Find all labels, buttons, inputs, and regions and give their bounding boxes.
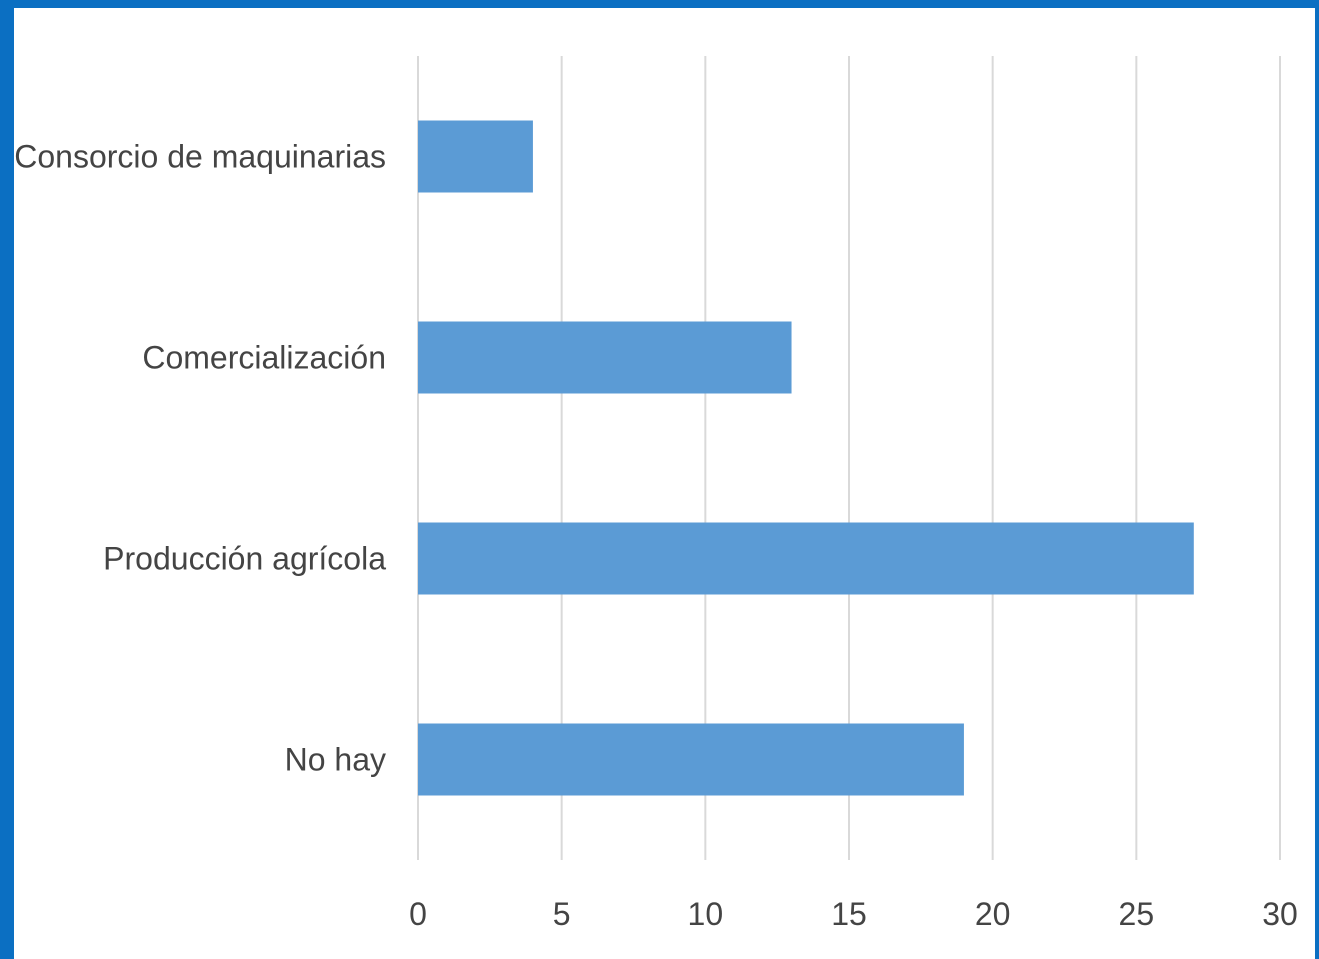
category-label: Producción agrícola: [103, 541, 386, 577]
x-tick-label: 30: [1262, 896, 1298, 932]
x-tick-label: 5: [553, 896, 571, 932]
x-tick-label: 10: [688, 896, 724, 932]
x-tick-label: 20: [975, 896, 1011, 932]
bar-1: [418, 321, 792, 394]
bar-3: [418, 723, 964, 796]
category-label: Comercialización: [142, 340, 386, 376]
x-tick-label: 25: [1119, 896, 1155, 932]
category-label: Consorcio de maquinarias: [14, 139, 386, 175]
bar-2: [418, 522, 1194, 595]
x-tick-label: 0: [409, 896, 427, 932]
x-axis-ticks: 0 5 10 15 20 25 30: [409, 896, 1298, 932]
bar-0: [418, 120, 533, 193]
category-label: No hay: [285, 742, 386, 778]
category-labels: Consorcio de maquinarias Comercialización…: [14, 139, 386, 778]
x-tick-label: 15: [831, 896, 867, 932]
bars: [418, 120, 1194, 796]
